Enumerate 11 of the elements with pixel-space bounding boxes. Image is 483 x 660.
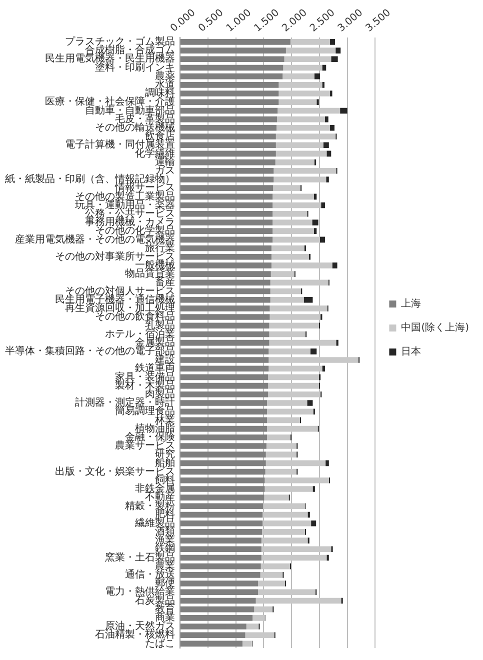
legend-label: 日本 [401,346,422,358]
y-tick-label: 農薬 [155,70,175,82]
y-tick-label: 肥料 [155,508,175,520]
y-tick-label: たばこ [145,638,175,650]
y-tick-label: 飼料 [155,474,175,486]
y-tick-label: 教育 [155,602,175,615]
y-tick-label: 旅行業 [145,242,175,254]
legend-label: 上海 [401,298,422,310]
y-tick-label: 船舶 [155,456,175,469]
legend-label: 中国(除く上海) [401,322,470,334]
y-tick-label: 家具・装備品 [115,370,175,383]
